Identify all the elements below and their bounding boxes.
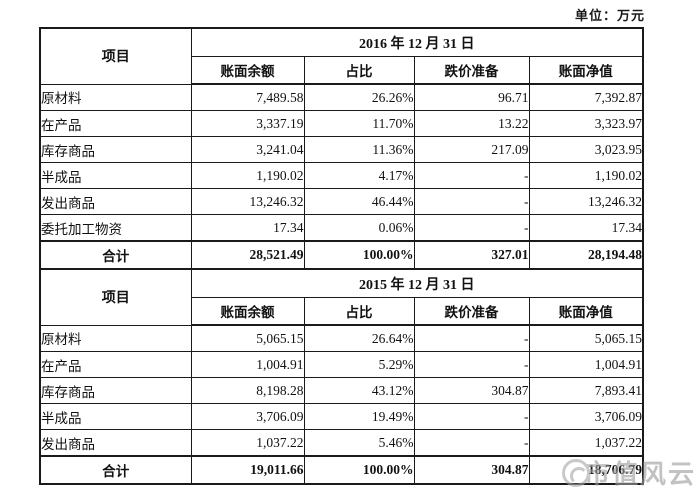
table-cell: 11.36% (303, 136, 415, 163)
total-row-2016: 合计 28,521.49 100.00% 327.01 28,194.48 (39, 240, 644, 270)
table-cell: - (413, 162, 530, 189)
table-cell: 17.34 (528, 214, 644, 242)
table-cell: 1,004.91 (190, 351, 305, 378)
section-2015-date-row: 项目 2015 年 12 月 31 日 (39, 268, 644, 326)
table-cell: 304.87 (413, 377, 530, 404)
table-cell: 13,246.32 (528, 188, 644, 215)
table-cell: 26.64% (303, 324, 415, 352)
table-cell: 1,190.02 (528, 162, 644, 189)
table-cell: 5,065.15 (190, 324, 305, 352)
table-cell: - (413, 403, 530, 430)
section-2015-columns-row: 账面余额 占比 跌价准备 账面净值 (40, 297, 644, 326)
row-item-label: 在产品 (39, 351, 192, 378)
item-column-header: 项目 (39, 268, 192, 326)
table-cell: - (413, 429, 530, 457)
table-cell: 0.06% (303, 214, 415, 242)
table-cell: 100.00% (303, 240, 415, 270)
table-cell: 19.49% (303, 403, 415, 430)
table-cell: 217.09 (413, 136, 530, 163)
row-item-label: 发出商品 (39, 429, 192, 457)
table-cell: 5.29% (303, 351, 415, 378)
row-item-label: 在产品 (39, 110, 192, 137)
row-item-label: 半成品 (39, 403, 192, 430)
table-cell: 3,706.09 (528, 403, 644, 430)
item-column-header: 项目 (39, 27, 192, 85)
table-cell: 13.22 (413, 110, 530, 137)
row-item-label: 委托加工物资 (39, 214, 192, 242)
table-cell: 18,706.79 (528, 455, 644, 485)
table-cell: 19,011.66 (190, 455, 305, 485)
table-cell: - (413, 214, 530, 242)
column-header-net-value: 账面净值 (528, 297, 644, 326)
table-cell: 43.12% (303, 377, 415, 404)
total-label: 合计 (39, 240, 192, 270)
row-item-label: 发出商品 (39, 188, 192, 215)
total-row-2015: 合计 19,011.66 100.00% 304.87 18,706.79 (39, 455, 644, 485)
table-row: 半成品 1,190.02 4.17% - 1,190.02 (39, 162, 644, 189)
table-row: 库存商品 8,198.28 43.12% 304.87 7,893.41 (39, 377, 644, 404)
table-cell: 1,190.02 (190, 162, 305, 189)
column-header-proportion: 占比 (303, 56, 415, 85)
table-cell: 13,246.32 (190, 188, 305, 215)
table-cell: 28,521.49 (190, 240, 305, 270)
table-row: 库存商品 3,241.04 11.36% 217.09 3,023.95 (39, 136, 644, 163)
column-header-impairment: 跌价准备 (413, 297, 530, 326)
table-row: 半成品 3,706.09 19.49% - 3,706.09 (39, 403, 644, 430)
table-cell: 3,323.97 (528, 110, 644, 137)
table-cell: 3,337.19 (190, 110, 305, 137)
table-cell: 26.26% (303, 83, 415, 111)
section-2015-date-header: 2015 年 12 月 31 日 (190, 268, 644, 298)
section-2016-columns-row: 账面余额 占比 跌价准备 账面净值 (40, 56, 644, 85)
row-item-label: 库存商品 (39, 377, 192, 404)
table-cell: 327.01 (413, 240, 530, 270)
table-cell: 1,004.91 (528, 351, 644, 378)
inventory-table: 项目 2016 年 12 月 31 日 账面余额 占比 跌价准备 账面净值 原材… (39, 27, 644, 485)
column-header-net-value: 账面净值 (528, 56, 644, 85)
table-cell: 4.17% (303, 162, 415, 189)
table-cell: - (413, 351, 530, 378)
total-label: 合计 (39, 455, 192, 485)
column-header-book-balance: 账面余额 (190, 297, 305, 326)
table-cell: - (413, 188, 530, 215)
table-cell: 3,241.04 (190, 136, 305, 163)
table-cell: 1,037.22 (528, 429, 644, 457)
table-cell: 100.00% (303, 455, 415, 485)
table-cell: 1,037.22 (190, 429, 305, 457)
column-header-book-balance: 账面余额 (190, 56, 305, 85)
table-row: 在产品 1,004.91 5.29% - 1,004.91 (39, 351, 644, 378)
table-cell: 5,065.15 (528, 324, 644, 352)
column-header-impairment: 跌价准备 (413, 56, 530, 85)
table-row: 发出商品 13,246.32 46.44% - 13,246.32 (39, 188, 644, 215)
table-cell: 17.34 (190, 214, 305, 242)
row-item-label: 原材料 (39, 324, 192, 352)
table-row: 委托加工物资 17.34 0.06% - 17.34 (39, 214, 644, 242)
table-row: 原材料 7,489.58 26.26% 96.71 7,392.87 (39, 83, 644, 111)
row-item-label: 半成品 (39, 162, 192, 189)
table-cell: 7,893.41 (528, 377, 644, 404)
table-cell: 11.70% (303, 110, 415, 137)
table-cell: 46.44% (303, 188, 415, 215)
table-cell: 8,198.28 (190, 377, 305, 404)
unit-label: 单位：万元 (574, 8, 645, 23)
table-cell: 28,194.48 (528, 240, 644, 270)
section-2016-date-header: 2016 年 12 月 31 日 (190, 27, 644, 57)
table-row: 在产品 3,337.19 11.70% 13.22 3,323.97 (39, 110, 644, 137)
table-cell: 3,023.95 (528, 136, 644, 163)
table-cell: 7,392.87 (528, 83, 644, 111)
table-cell: 3,706.09 (190, 403, 305, 430)
row-item-label: 库存商品 (39, 136, 192, 163)
table-cell: 5.46% (303, 429, 415, 457)
row-item-label: 原材料 (39, 83, 192, 111)
table-cell: 304.87 (413, 455, 530, 485)
section-2016-date-row: 项目 2016 年 12 月 31 日 (39, 27, 644, 85)
table-cell: 96.71 (413, 83, 530, 111)
table-row: 原材料 5,065.15 26.64% - 5,065.15 (39, 324, 644, 352)
table-cell: - (413, 324, 530, 352)
column-header-proportion: 占比 (303, 297, 415, 326)
table-row: 发出商品 1,037.22 5.46% - 1,037.22 (39, 429, 644, 457)
table-cell: 7,489.58 (190, 83, 305, 111)
